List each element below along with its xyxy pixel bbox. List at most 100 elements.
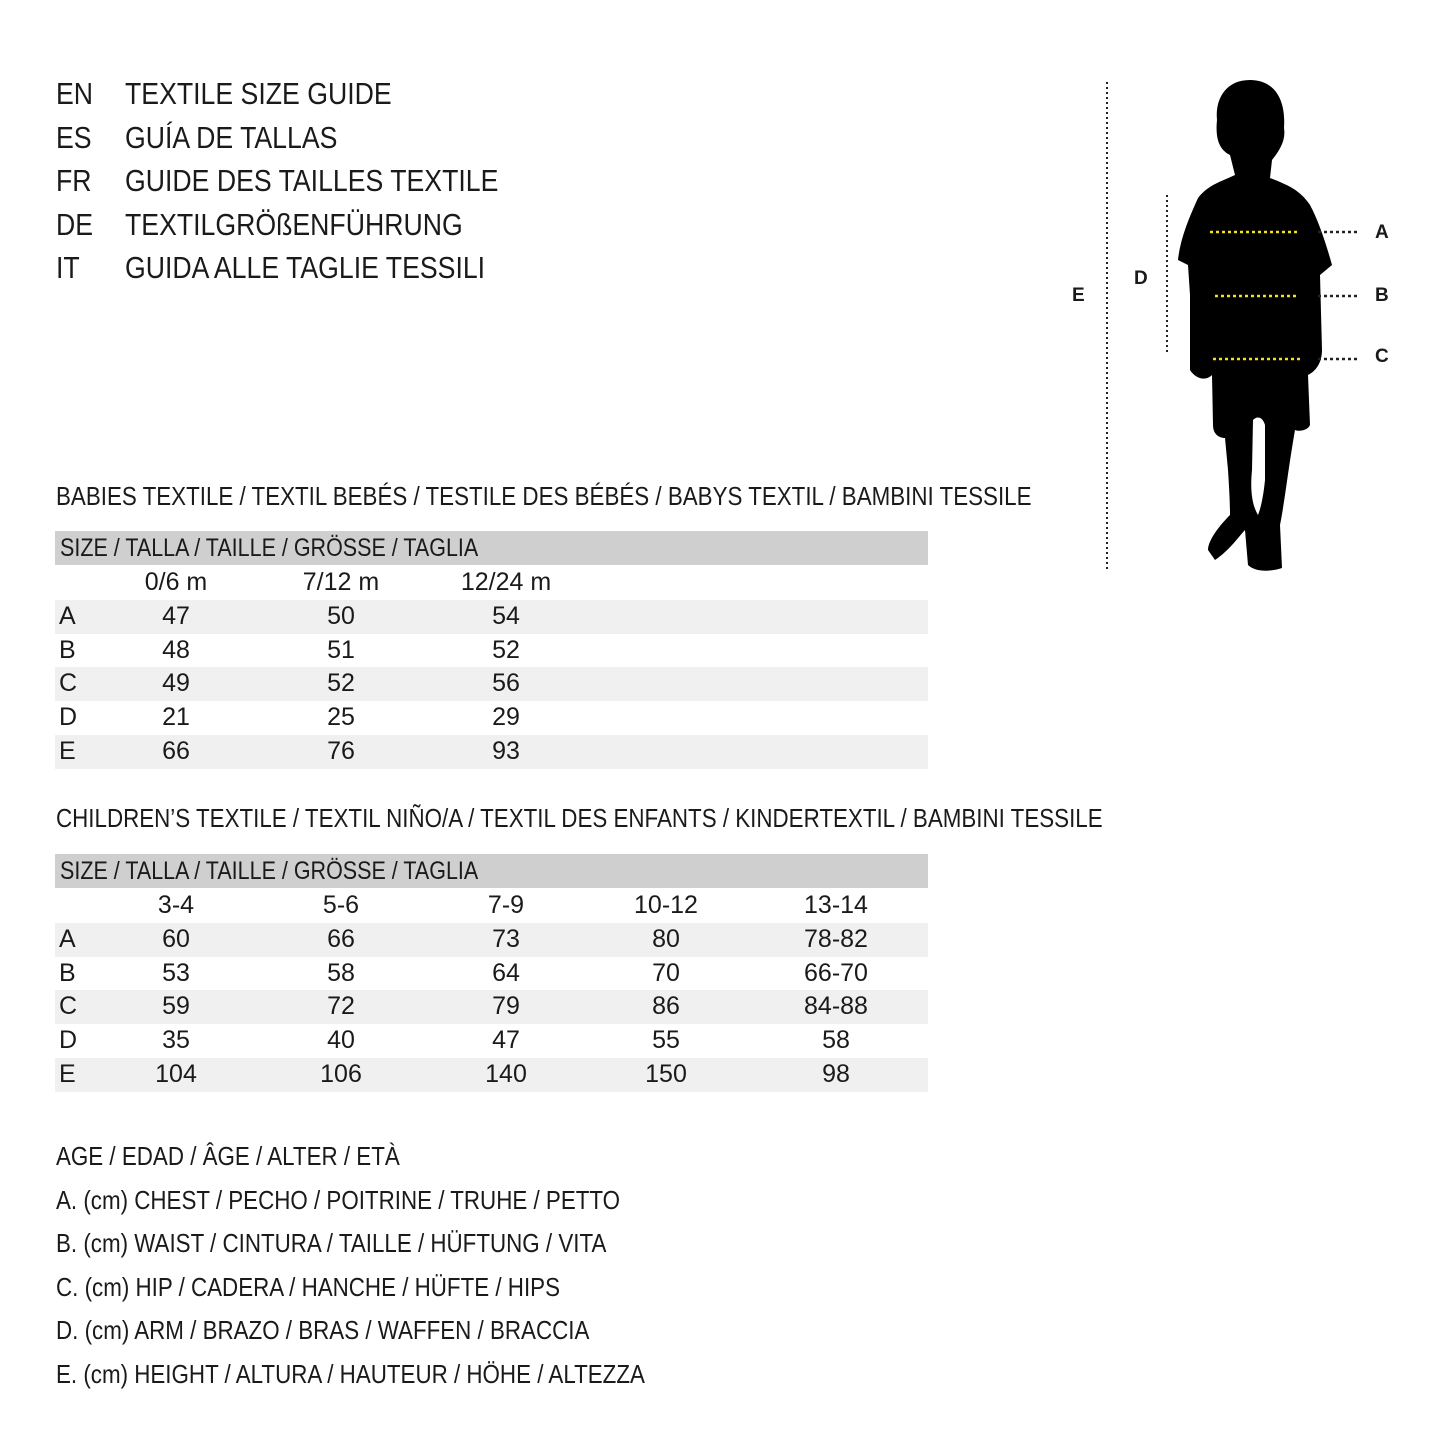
row-label: B: [59, 958, 76, 987]
table-cell: 51: [327, 635, 355, 664]
table-row: B 53 58 64 70 66-70: [55, 957, 928, 991]
table-cell: 93: [492, 736, 520, 765]
table-cell: 58: [327, 958, 355, 987]
column-header-row: 0/6 m 7/12 m 12/24 m: [55, 566, 928, 600]
table-cell: 140: [485, 1059, 527, 1088]
table-cell: 53: [162, 958, 190, 987]
legend-item: AGE / EDAD / ÂGE / ALTER / ETÀ: [56, 1141, 400, 1171]
table-cell: 54: [492, 602, 520, 630]
table-cell: 73: [492, 925, 520, 953]
table-cell: 98: [822, 1059, 850, 1088]
column-header: 10-12: [634, 891, 698, 919]
table-row: A 60 66 73 80 78-82: [55, 923, 928, 957]
table-cell: 150: [645, 1059, 687, 1088]
legend-item: E. (cm) HEIGHT / ALTURA / HAUTEUR / HÖHE…: [56, 1358, 645, 1389]
table-cell: 35: [162, 1026, 190, 1055]
table-row: D 35 40 47 55 58: [55, 1024, 928, 1058]
measure-lines: [1210, 230, 1360, 361]
table-cell: 66: [327, 925, 355, 953]
column-header: 5-6: [322, 891, 360, 919]
table-row: D 21 25 29: [55, 701, 928, 735]
table-row: B 48 51 52: [55, 634, 928, 668]
legend-item: C. (cm) HIP / CADERA / HANCHE / HÜFTE / …: [56, 1271, 560, 1302]
column-header: 3-4: [157, 891, 195, 919]
figure-label-a: A: [1375, 222, 1389, 243]
column-header: 12/24 m: [460, 568, 552, 596]
row-label: D: [59, 703, 78, 732]
language-code: ES: [56, 119, 92, 155]
babies-section-title: BABIES TEXTILE / TEXTIL BEBÉS / TESTILE …: [56, 481, 1032, 511]
guide-title: GUIDA ALLE TAGLIE TESSILI: [125, 250, 486, 285]
table-cell: 47: [492, 1026, 520, 1055]
table-cell: 104: [155, 1059, 197, 1088]
table-cell: 60: [162, 925, 190, 953]
table-cell: 21: [162, 703, 190, 732]
table-row: E 104 106 140 150 98: [55, 1057, 928, 1092]
guide-title: GUÍA DE TALLAS: [125, 119, 338, 155]
row-label: A: [59, 602, 76, 630]
table-cell: 25: [327, 703, 355, 732]
table-header-bar: SIZE / TALLA / TAILLE / GRÖSSE / TAGLIA: [55, 531, 928, 565]
table-cell: 64: [492, 958, 520, 987]
table-cell: 56: [492, 669, 520, 698]
table-cell: 106: [320, 1059, 362, 1088]
table-cell: 47: [162, 602, 190, 630]
table-header-label: SIZE / TALLA / TAILLE / GRÖSSE / TAGLIA: [60, 857, 479, 885]
guide-title: GUIDE DES TAILLES TEXTILE: [125, 163, 499, 198]
column-header: 13-14: [804, 891, 868, 919]
table-cell: 70: [652, 958, 680, 987]
table-row: E 66 76 93: [55, 734, 928, 769]
legend-item: A. (cm) CHEST / PECHO / POITRINE / TRUHE…: [56, 1184, 621, 1215]
child-silhouette-figure: [1106, 80, 1360, 571]
table-cell: 48: [162, 635, 190, 664]
language-code: FR: [56, 163, 92, 198]
row-label: C: [59, 992, 78, 1021]
table-cell: 66: [162, 736, 190, 765]
row-label: C: [59, 669, 78, 698]
figure-label-e: E: [1072, 285, 1085, 306]
table-row: C 59 72 79 86 84-88: [55, 990, 928, 1025]
language-code: EN: [56, 76, 94, 111]
table-cell: 58: [822, 1026, 850, 1055]
table-header-label: SIZE / TALLA / TAILLE / GRÖSSE / TAGLIA: [60, 534, 479, 562]
legend-item: D. (cm) ARM / BRAZO / BRAS / WAFFEN / BR…: [56, 1315, 590, 1345]
table-header-bar: SIZE / TALLA / TAILLE / GRÖSSE / TAGLIA: [55, 854, 928, 888]
table-cell: 49: [162, 669, 190, 698]
guide-title: TEXTILGRÖßENFÜHRUNG: [125, 206, 463, 242]
row-label: B: [59, 635, 76, 664]
guide-title: TEXTILE SIZE GUIDE: [125, 76, 392, 111]
table-cell: 78-82: [804, 925, 868, 953]
language-code: IT: [56, 250, 80, 285]
table-cell: 52: [327, 669, 355, 698]
row-label: D: [59, 1026, 78, 1055]
column-header: 7-9: [487, 891, 525, 919]
table-cell: 79: [492, 992, 520, 1021]
column-header: 0/6 m: [144, 568, 208, 596]
table-cell: 40: [327, 1026, 355, 1055]
table-row: C 49 52 56: [55, 667, 928, 702]
table-cell: 59: [162, 992, 190, 1021]
table-row: A 47 50 54: [55, 600, 928, 634]
table-cell: 55: [652, 1026, 680, 1055]
table-cell: 76: [327, 736, 355, 765]
table-cell: 72: [327, 992, 355, 1021]
figure-label-d: D: [1134, 268, 1148, 289]
figure-label-c: C: [1375, 346, 1389, 367]
table-cell: 29: [492, 703, 520, 732]
table-cell: 66-70: [804, 958, 868, 987]
table-cell: 84-88: [804, 992, 868, 1021]
column-header: 7/12 m: [302, 568, 380, 596]
figure-label-b: B: [1375, 285, 1389, 306]
row-label: A: [59, 925, 76, 953]
table-cell: 50: [327, 602, 355, 630]
row-label: E: [59, 736, 76, 765]
row-label: E: [59, 1059, 76, 1088]
table-cell: 86: [652, 992, 680, 1021]
column-header-row: 3-4 5-6 7-9 10-12 13-14: [55, 889, 928, 923]
child-silhouette: [1178, 80, 1332, 571]
language-code: DE: [56, 206, 94, 242]
table-cell: 52: [492, 635, 520, 664]
table-cell: 80: [652, 925, 680, 953]
legend-item: B. (cm) WAIST / CINTURA / TAILLE / HÜFTU…: [56, 1228, 607, 1258]
